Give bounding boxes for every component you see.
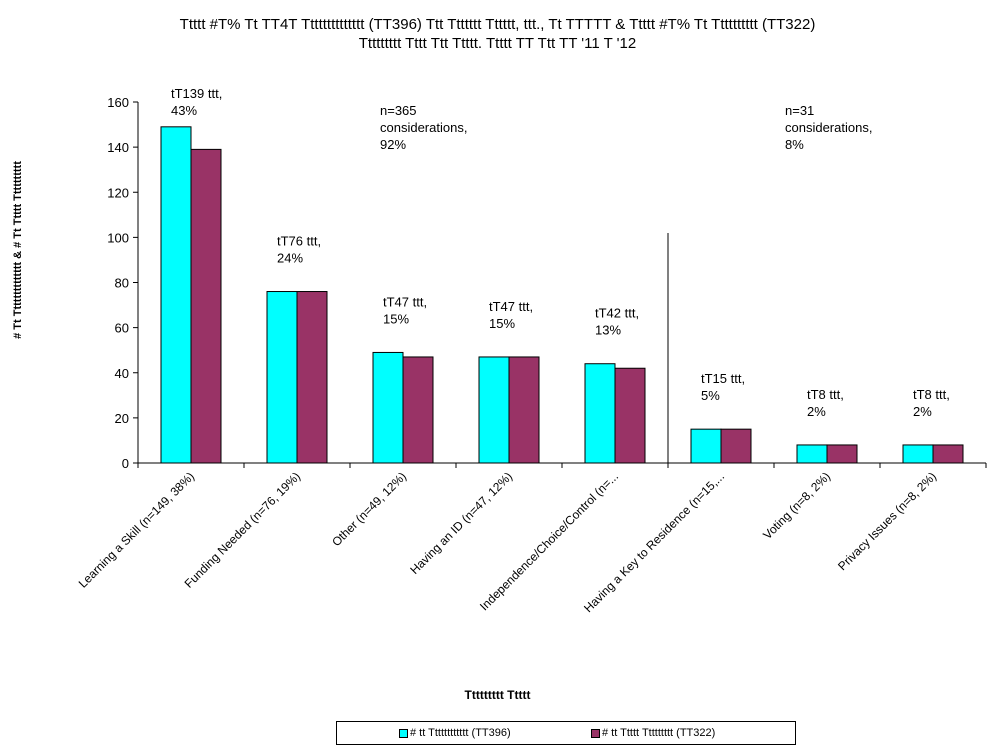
data-label: 24% — [277, 251, 303, 266]
bar-series1 — [160, 126, 192, 464]
bar-series2 — [402, 356, 434, 464]
data-label: 15% — [489, 316, 515, 331]
legend-swatch-series1 — [399, 728, 408, 738]
y-tick-label: 120 — [107, 185, 129, 200]
annotation: n=31 — [785, 103, 814, 118]
legend-label-series2: # tt Ttttt Ttttttttt (TT322) — [602, 727, 716, 739]
bar-series2 — [826, 444, 858, 464]
x-tick-label: Privacy Issues (n=8, 2%) — [835, 469, 939, 573]
data-label: 5% — [701, 388, 720, 403]
data-label: 15% — [383, 311, 409, 326]
data-label: 13% — [595, 323, 621, 338]
bar-series2 — [614, 367, 646, 464]
bar-series1 — [796, 444, 828, 464]
y-tick-label: 160 — [107, 95, 129, 110]
y-tick-label: 80 — [115, 276, 129, 291]
bar-series1 — [478, 356, 510, 464]
x-tick-label: Voting (n=8, 2%) — [760, 469, 833, 542]
plot-area: 0 20 40 60 80 100 120 140 160 tT139 ttt, 43% Learni… — [76, 86, 987, 615]
annotation: 8% — [785, 137, 804, 152]
data-label: tT139 ttt, — [171, 86, 222, 101]
annotation: considerations, — [785, 120, 872, 135]
data-label: tT42 ttt, — [595, 306, 639, 321]
bar-series1 — [902, 444, 934, 464]
data-label: tT15 ttt, — [701, 371, 745, 386]
data-label: tT76 ttt, — [277, 234, 321, 249]
x-axis-label: Ttttttttt Ttttt — [464, 688, 531, 702]
data-label: tT47 ttt, — [383, 294, 427, 309]
y-tick-label: 40 — [115, 366, 129, 381]
legend-label-series1: # tt Tttttttttttt (TT396) — [410, 727, 511, 739]
y-tick-label: 140 — [107, 140, 129, 155]
legend-item-series1: # tt Tttttttttttt (TT396) — [399, 727, 511, 739]
bar-series1 — [584, 363, 616, 464]
data-label: 43% — [171, 103, 197, 118]
bar-series1 — [266, 291, 298, 464]
y-tick-label: 20 — [115, 411, 129, 426]
legend: # tt Tttttttttttt (TT396) # tt Ttttt Ttt… — [336, 721, 796, 745]
y-tick-label: 100 — [107, 230, 129, 245]
data-label: 2% — [807, 404, 826, 419]
data-label: tT8 ttt, — [807, 387, 844, 402]
data-label: tT47 ttt, — [489, 299, 533, 314]
annotation: 92% — [380, 137, 406, 152]
x-tick-label: Other (n=49, 12%) — [329, 469, 409, 549]
x-tick-label: Having an ID (n=47, 12%) — [407, 469, 515, 577]
data-label: tT8 ttt, — [913, 387, 950, 402]
bar-series2 — [720, 428, 752, 464]
bar-series2 — [296, 291, 328, 464]
y-tick-label: 60 — [115, 321, 129, 336]
bar-series2 — [190, 148, 222, 464]
bar-series2 — [932, 444, 964, 464]
x-tick-label: Learning a Skill (n=149, 38%) — [76, 469, 197, 590]
chart-title-line1: Ttttt #T% Tt TT4T Tttttttttttttt (TT396)… — [179, 16, 816, 33]
legend-swatch-series2 — [591, 728, 600, 738]
y-tick-label: 0 — [122, 456, 129, 471]
x-tick-label: Funding Needed (n=76, 19%) — [182, 469, 303, 590]
legend-item-series2: # tt Ttttt Ttttttttt (TT322) — [591, 727, 715, 739]
bar-series1 — [372, 351, 404, 464]
chart-title-line2: Ttttttttt Tttt Ttt Ttttt. Ttttt TT Ttt T… — [358, 35, 637, 52]
bar-series2 — [508, 356, 540, 464]
bar-series1 — [690, 428, 722, 464]
annotation: considerations, — [380, 120, 467, 135]
data-label: 2% — [913, 404, 932, 419]
annotation: n=365 — [380, 103, 417, 118]
